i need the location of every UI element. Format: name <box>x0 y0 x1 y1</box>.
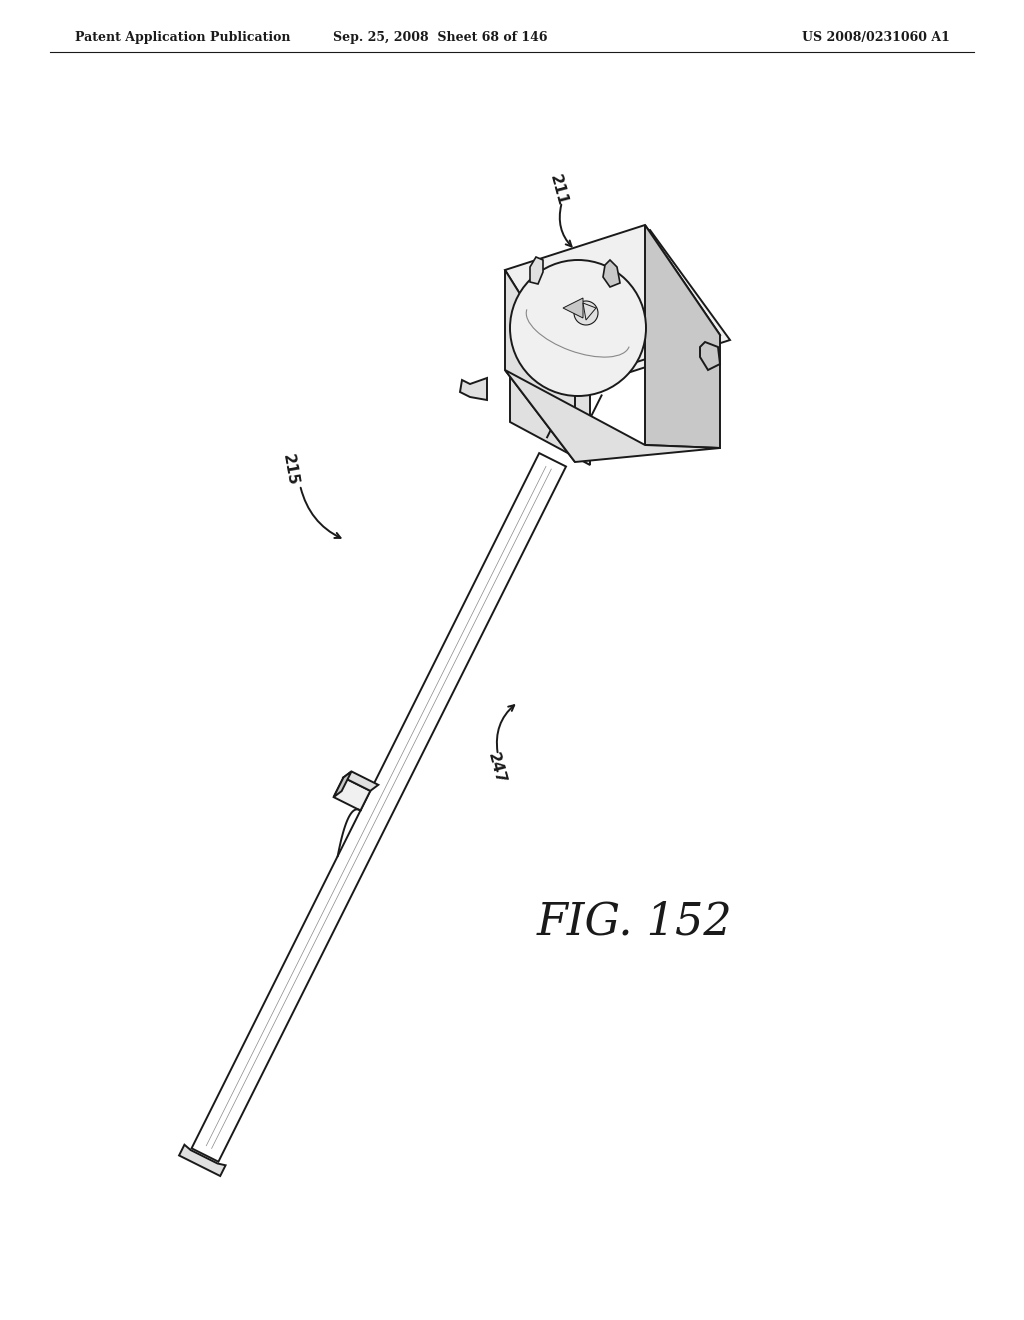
Circle shape <box>510 260 646 396</box>
Polygon shape <box>505 370 720 462</box>
Text: 215: 215 <box>280 453 300 487</box>
Polygon shape <box>334 771 351 797</box>
Text: Patent Application Publication: Patent Application Publication <box>75 30 291 44</box>
Polygon shape <box>603 260 620 286</box>
Polygon shape <box>583 304 596 319</box>
Polygon shape <box>334 777 371 810</box>
Text: 211: 211 <box>547 173 569 207</box>
Polygon shape <box>343 771 378 791</box>
Polygon shape <box>563 298 583 318</box>
Polygon shape <box>505 271 575 462</box>
Circle shape <box>574 301 598 325</box>
Polygon shape <box>191 453 566 1162</box>
Text: Sep. 25, 2008  Sheet 68 of 146: Sep. 25, 2008 Sheet 68 of 146 <box>333 30 547 44</box>
Polygon shape <box>505 224 720 381</box>
Text: 247: 247 <box>484 751 507 785</box>
Polygon shape <box>179 1144 225 1176</box>
Polygon shape <box>460 378 487 400</box>
Polygon shape <box>510 230 730 385</box>
Polygon shape <box>510 275 590 465</box>
Polygon shape <box>700 342 720 370</box>
Text: FIG. 152: FIG. 152 <box>538 900 733 944</box>
Text: US 2008/0231060 A1: US 2008/0231060 A1 <box>802 30 950 44</box>
Polygon shape <box>645 224 720 447</box>
Polygon shape <box>530 257 543 284</box>
